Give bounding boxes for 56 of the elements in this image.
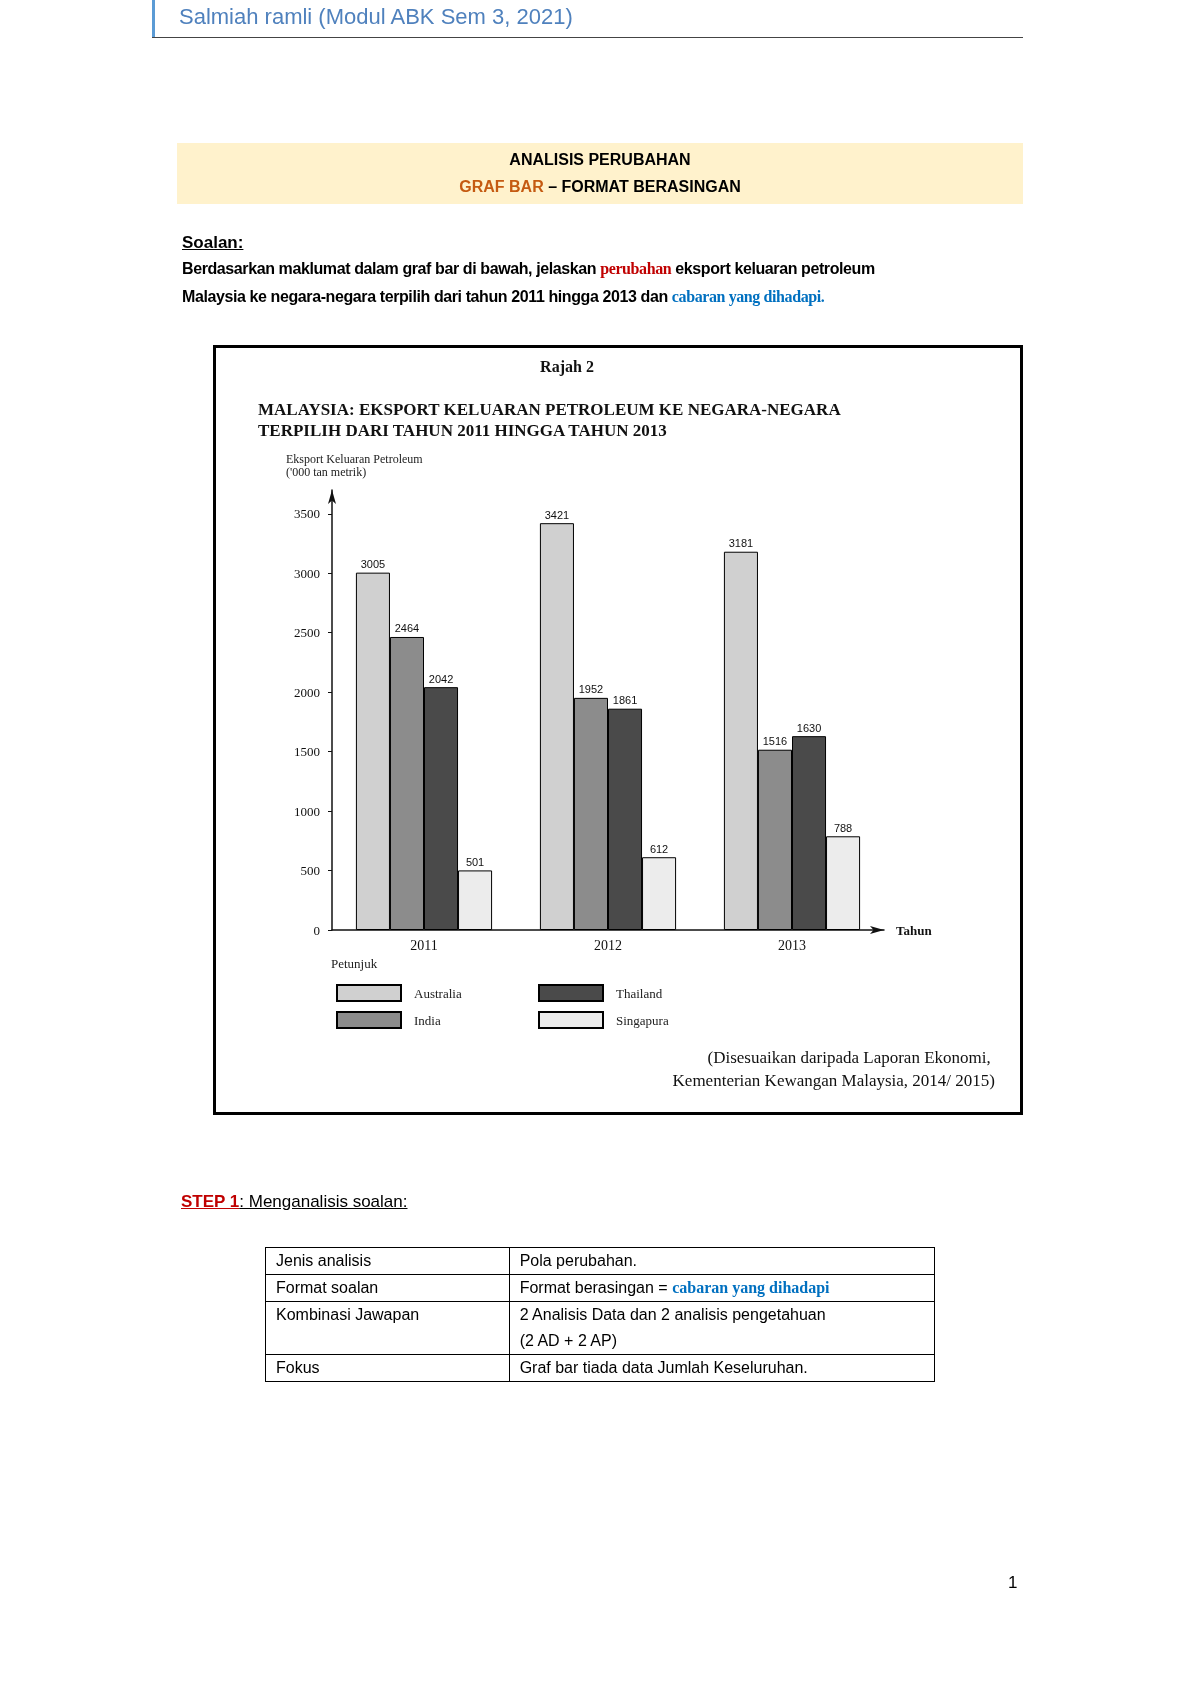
legend-label: Australia xyxy=(414,985,462,1001)
text: Format berasingan = xyxy=(519,1279,668,1296)
y-tick-label: 3000 xyxy=(294,565,320,581)
text: STEP 1 xyxy=(181,1192,240,1211)
y-tick-label: 3500 xyxy=(294,506,320,522)
text: (Disesuaikan daripada Laporan Ekonomi, Kementerian Kewangan Malaysia, 2014/ 2015) xyxy=(672,1048,995,1090)
x-tick-label: 2011 xyxy=(410,937,438,953)
legend-label: India xyxy=(414,1012,441,1028)
data-label: 1861 xyxy=(612,694,638,707)
y-tick-label: 2500 xyxy=(294,625,320,641)
text: cabaran yang dihadapi. xyxy=(671,288,825,305)
text: Pola perubahan. xyxy=(519,1252,638,1269)
text: 1 xyxy=(1008,1573,1018,1592)
data-label: 501 xyxy=(465,855,485,868)
legend-label: Thailand xyxy=(616,985,663,1001)
text: Kombinasi Jawapan xyxy=(276,1306,420,1323)
text: : Menganalisis soalan: xyxy=(239,1192,408,1211)
x-tick-label: 2013 xyxy=(778,937,806,953)
y-tick-label: 0 xyxy=(313,922,320,938)
text: Fokus xyxy=(276,1359,320,1376)
chart-title: MALAYSIA: EKSPORT KELUARAN PETROLEUM KE NEGARA-NEGARA TERPILIH DARI TAHUN 2011 HINGGA TAHUN 2013 xyxy=(258,400,844,440)
y-tick-label: 1000 xyxy=(294,803,320,819)
text: Format soalan xyxy=(276,1279,379,1296)
text: Soalan: xyxy=(182,233,244,252)
text: Jenis analisis xyxy=(276,1252,372,1269)
text: Rajah 2 xyxy=(540,357,594,376)
text: cabaran yang dihadapi xyxy=(672,1279,830,1296)
legend-title: Petunjuk xyxy=(331,956,378,971)
x-axis-title: Tahun xyxy=(896,922,933,938)
text: Berdasarkan maklumat dalam graf bar di bawah, jelaskan xyxy=(182,260,597,277)
text: Salmiah ramli (Modul ABK Sem 3, 2021) xyxy=(179,4,573,29)
data-label: 1630 xyxy=(796,721,822,734)
legend-label: Singapura xyxy=(616,1012,669,1028)
data-label: 3181 xyxy=(728,537,754,550)
text: 2 Analisis Data dan 2 analisis pengetahuan xyxy=(519,1306,826,1323)
text: eksport keluaran petroleum xyxy=(675,260,875,277)
data-label: 3005 xyxy=(360,558,386,571)
y-axis-title: Eksport Keluaran Petroleum ('000 tan metrik) xyxy=(286,451,426,479)
y-tick-label: 1500 xyxy=(294,744,320,760)
data-label: 1952 xyxy=(578,683,604,696)
y-tick-label: 500 xyxy=(300,863,320,879)
data-label: 3421 xyxy=(544,508,570,521)
text: Graf bar tiada data Jumlah Keseluruhan. xyxy=(519,1359,808,1376)
text: GRAF BAR xyxy=(459,178,544,195)
y-tick-label: 2000 xyxy=(294,684,320,700)
data-label: 2464 xyxy=(394,622,420,635)
text: (2 AD + 2 AP) xyxy=(519,1332,618,1349)
x-tick-label: 2012 xyxy=(594,937,622,953)
data-label: 2042 xyxy=(428,672,454,685)
data-label: 788 xyxy=(833,821,853,834)
data-label: 612 xyxy=(649,842,669,855)
data-label: 1516 xyxy=(762,735,788,748)
text: Malaysia ke negara-negara terpilih dari tahun 2011 hingga 2013 dan xyxy=(182,288,668,305)
text: ANALISIS PERUBAHAN xyxy=(509,151,691,168)
text: perubahan xyxy=(600,260,672,277)
text: – FORMAT BERASINGAN xyxy=(548,178,741,195)
